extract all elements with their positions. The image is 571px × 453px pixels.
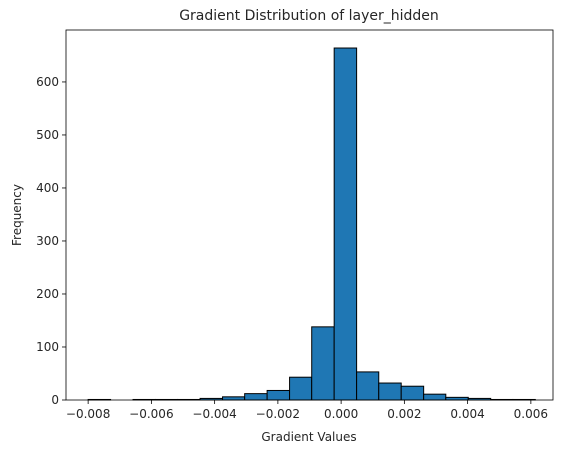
x-tick-label: 0.004 xyxy=(450,407,484,421)
x-axis: −0.008 −0.006 −0.004 −0.002 0.000 0.002 0.004 0… xyxy=(66,400,548,421)
x-tick-label: −0.002 xyxy=(256,407,300,421)
histogram-bar-12 xyxy=(356,371,380,401)
x-tick-label: 0.002 xyxy=(387,407,421,421)
histogram-bar-9 xyxy=(289,376,313,401)
bars-group xyxy=(87,47,536,401)
y-tick-label: 100 xyxy=(36,340,59,354)
x-tick-label: −0.004 xyxy=(192,407,236,421)
histogram-bar-10 xyxy=(311,326,335,401)
y-tick-label: 0 xyxy=(51,393,59,407)
x-tick-label: 0.000 xyxy=(324,407,358,421)
y-tick-label: 500 xyxy=(36,128,59,142)
plot-frame xyxy=(65,29,554,401)
chart-title: Gradient Distribution of layer_hidden xyxy=(179,8,439,24)
x-tick-label: −0.008 xyxy=(66,407,110,421)
histogram-bar-8 xyxy=(266,389,291,401)
y-axis: 0 100 200 300 400 500 600 xyxy=(36,75,66,407)
histogram-bar-15 xyxy=(423,393,447,401)
y-tick-label: 400 xyxy=(36,181,59,195)
histogram-bar-14 xyxy=(400,385,425,401)
y-axis-label: Frequency xyxy=(10,184,24,246)
y-tick-label: 300 xyxy=(36,234,59,248)
x-tick-label: 0.006 xyxy=(514,407,548,421)
x-axis-label: Gradient Values xyxy=(261,430,356,444)
y-tick-label: 600 xyxy=(36,75,59,89)
histogram-bar-11 xyxy=(333,47,358,401)
x-tick-label: −0.006 xyxy=(129,407,173,421)
y-tick-label: 200 xyxy=(36,287,59,301)
histogram-bar-6 xyxy=(222,396,246,401)
histogram-bar-13 xyxy=(378,382,402,401)
histogram-bar-7 xyxy=(244,393,268,401)
